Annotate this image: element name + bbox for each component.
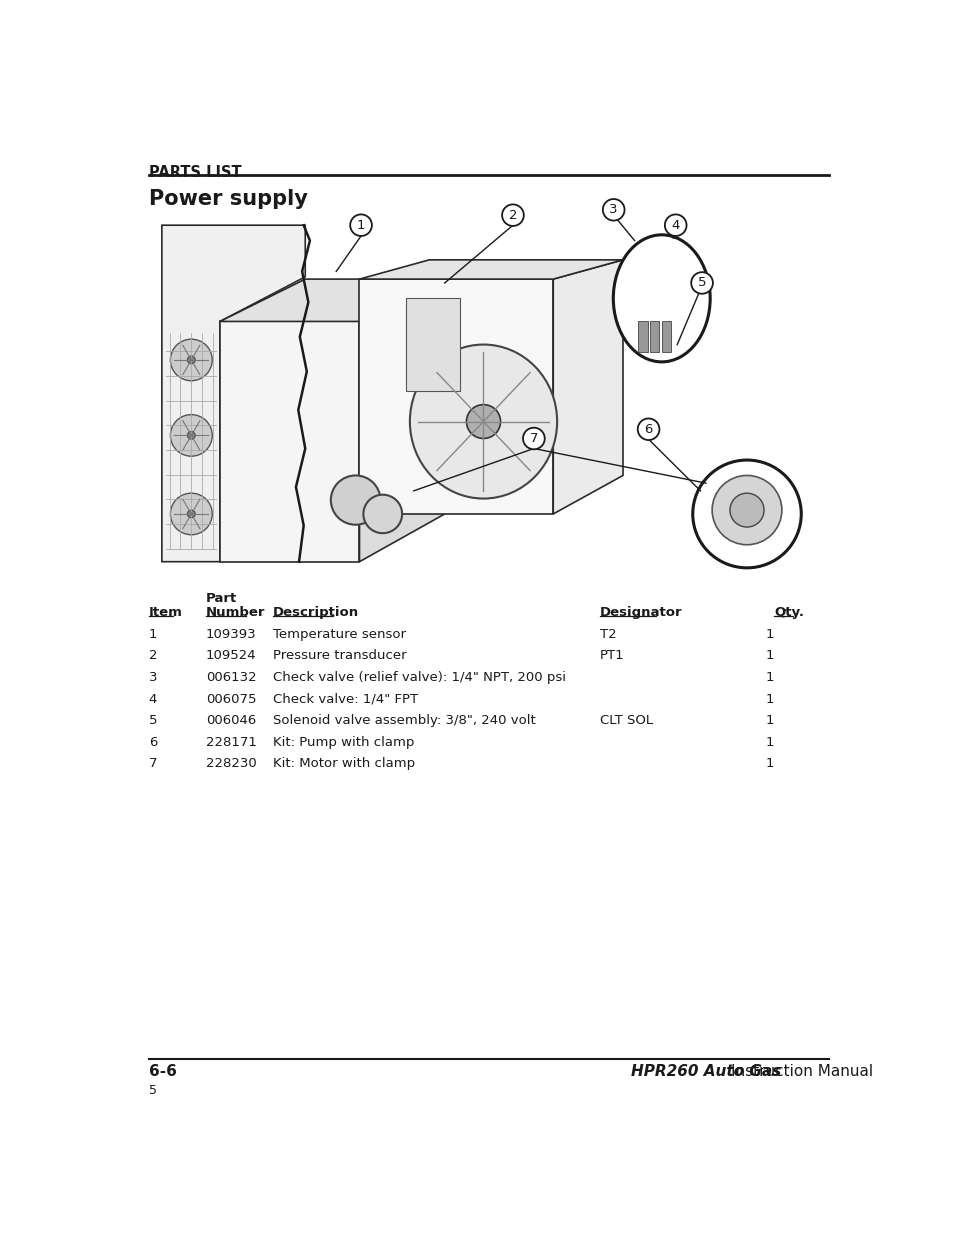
Text: Solenoid valve assembly: 3/8", 240 volt: Solenoid valve assembly: 3/8", 240 volt [273,714,535,727]
Text: Number: Number [206,606,265,619]
Text: Instruction Manual: Instruction Manual [731,1065,873,1079]
Text: Pressure transducer: Pressure transducer [273,650,406,662]
Text: 3: 3 [609,204,618,216]
Text: Temperature sensor: Temperature sensor [273,627,405,641]
Text: 1: 1 [765,627,773,641]
Circle shape [602,199,624,221]
Text: 109524: 109524 [206,650,256,662]
Text: 5: 5 [697,277,705,289]
Polygon shape [162,225,305,562]
Text: 006075: 006075 [206,693,256,705]
Text: Check valve (relief valve): 1/4" NPT, 200 psi: Check valve (relief valve): 1/4" NPT, 20… [273,671,565,684]
Circle shape [691,272,712,294]
Text: Kit: Motor with clamp: Kit: Motor with clamp [273,757,415,771]
Text: Designator: Designator [599,606,681,619]
Circle shape [171,493,212,535]
Text: Check valve: 1/4" FPT: Check valve: 1/4" FPT [273,693,417,705]
Text: Item: Item [149,606,182,619]
Text: Kit: Pump with clamp: Kit: Pump with clamp [273,736,414,748]
Circle shape [187,431,195,440]
Circle shape [729,493,763,527]
Text: 2: 2 [508,209,517,222]
Polygon shape [553,259,622,514]
Circle shape [637,419,659,440]
Text: 3: 3 [149,671,157,684]
Text: 1: 1 [765,736,773,748]
Text: HPR260 Auto Gas: HPR260 Auto Gas [630,1065,781,1079]
Circle shape [187,356,195,364]
Circle shape [363,495,402,534]
Circle shape [171,415,212,456]
Text: 1: 1 [765,714,773,727]
Text: 1: 1 [765,650,773,662]
Text: 6-6: 6-6 [149,1065,176,1079]
Text: 1: 1 [765,757,773,771]
Circle shape [187,510,195,517]
Circle shape [350,215,372,236]
Polygon shape [359,279,553,514]
Circle shape [501,205,523,226]
Circle shape [171,340,212,380]
Text: Power supply: Power supply [149,189,307,209]
Text: 7: 7 [149,757,157,771]
Text: 4: 4 [149,693,157,705]
Text: 6: 6 [643,422,652,436]
Circle shape [711,475,781,545]
Circle shape [331,475,380,525]
Ellipse shape [613,235,709,362]
Text: T2: T2 [599,627,616,641]
Text: 1: 1 [149,627,157,641]
Text: 006132: 006132 [206,671,256,684]
Polygon shape [220,279,444,321]
Text: 228230: 228230 [206,757,256,771]
Text: CLT SOL: CLT SOL [599,714,652,727]
Text: 006046: 006046 [206,714,256,727]
Text: PARTS LIST: PARTS LIST [149,165,241,180]
Text: 1: 1 [765,671,773,684]
Polygon shape [220,321,359,562]
Text: Part: Part [206,593,237,605]
Text: PT1: PT1 [599,650,623,662]
Text: 1: 1 [765,693,773,705]
Text: 109393: 109393 [206,627,256,641]
Polygon shape [638,321,647,352]
Polygon shape [359,279,444,562]
Text: 228171: 228171 [206,736,256,748]
Circle shape [664,215,686,236]
Ellipse shape [410,345,557,499]
Text: 1: 1 [356,219,365,232]
Text: 4: 4 [671,219,679,232]
Text: 6: 6 [149,736,157,748]
Text: 5: 5 [149,1084,156,1097]
Polygon shape [661,321,670,352]
Circle shape [692,461,801,568]
Text: 7: 7 [529,432,537,445]
Text: 5: 5 [149,714,157,727]
Text: 2: 2 [149,650,157,662]
Circle shape [466,405,500,438]
Text: Qty.: Qty. [773,606,803,619]
Text: Description: Description [273,606,358,619]
Polygon shape [406,299,459,390]
Polygon shape [359,259,622,279]
Circle shape [522,427,544,450]
Polygon shape [649,321,659,352]
